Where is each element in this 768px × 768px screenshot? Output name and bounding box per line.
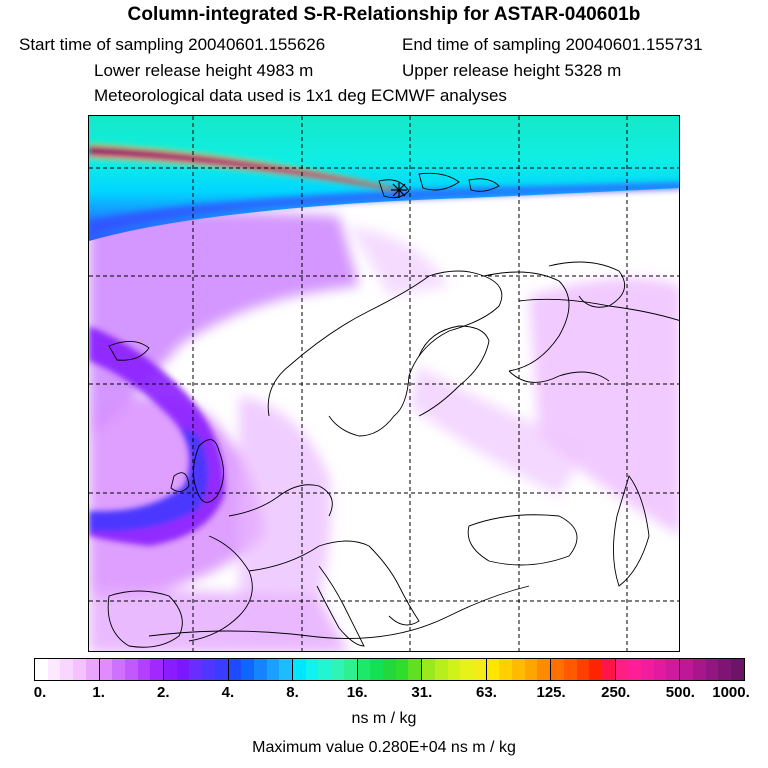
max-value-label: Maximum value 0.280E+04 ns m / kg [252, 739, 516, 756]
color-scale-segment [189, 659, 203, 680]
color-scale-segment [576, 659, 590, 680]
color-scale-segment [112, 659, 125, 680]
color-scale-segment [447, 659, 461, 680]
color-scale-segment [628, 659, 642, 680]
color-scale-segment [537, 659, 552, 680]
color-scale-segment [266, 659, 280, 680]
color-scale-bar [34, 658, 745, 681]
color-scale-segment [253, 659, 267, 680]
color-scale-segment [370, 659, 383, 680]
color-scale-segment [202, 659, 215, 680]
color-scale-segment [551, 659, 564, 680]
color-scale-segment [357, 659, 371, 680]
color-scale-segment [214, 659, 229, 680]
color-scale-label: 250. [601, 684, 631, 701]
color-scale-segment [164, 659, 177, 680]
color-scale-segment [524, 659, 538, 680]
color-scale-segment [47, 659, 61, 680]
color-scale-segment [279, 659, 294, 680]
color-scale-segment [705, 659, 719, 680]
lat-lon-grid [89, 116, 679, 651]
plot-title: Column-integrated S-R-Relationship for A… [127, 4, 641, 25]
color-scale-segment [563, 659, 577, 680]
color-scale-segment [293, 659, 306, 680]
map-canvas [89, 116, 679, 651]
color-scale-segment [305, 659, 319, 680]
color-scale-segment [680, 659, 693, 680]
color-scale-segment [486, 659, 500, 680]
color-scale-segment [434, 659, 448, 680]
color-scale-segment [718, 659, 731, 680]
color-scale-segment [408, 659, 423, 680]
color-scale-segment [99, 659, 113, 680]
release-site-cross [391, 182, 407, 198]
color-scale-segment [150, 659, 165, 680]
color-scale-segment [499, 659, 513, 680]
ribbon-feature [89, 326, 225, 546]
color-scale-label: 4. [221, 684, 235, 701]
color-scale-segment [512, 659, 525, 680]
end-time-label: End time of sampling 20040601.155731 [402, 35, 703, 54]
lower-height-label: Lower release height 4983 m [94, 61, 314, 80]
color-scale-label: 1. [92, 684, 105, 701]
color-scale-segment [641, 659, 654, 680]
color-scale-label: 31. [411, 684, 433, 701]
color-scale-segment [382, 659, 396, 680]
color-scale-segment [73, 659, 86, 680]
start-time-label: Start time of sampling 20040601.155626 [19, 35, 326, 54]
upper-height-label: Upper release height 5328 m [402, 61, 622, 80]
color-scale-segment [60, 659, 74, 680]
sensitivity-map [88, 115, 680, 652]
color-scale-segment [241, 659, 254, 680]
color-scale-segment [331, 659, 344, 680]
color-scale-label: 2. [157, 684, 170, 701]
color-scale-segment [85, 659, 100, 680]
color-scale-segment [422, 659, 435, 680]
color-scale-segment [318, 659, 332, 680]
color-scale-label: 8. [286, 684, 299, 701]
color-scale-label: 1000. [712, 684, 750, 701]
color-scale-segment [589, 659, 602, 680]
color-scale-segment [692, 659, 706, 680]
met-data-label: Meteorological data used is 1x1 deg ECMW… [94, 86, 507, 105]
color-scale-segment [615, 659, 629, 680]
sensitivity-field [89, 212, 679, 651]
unit-label: ns m / kg [351, 710, 417, 727]
color-scale-segment [395, 659, 409, 680]
coastlines [107, 172, 679, 648]
color-scale-label: 0. [33, 684, 47, 701]
color-scale-segment [176, 659, 190, 680]
color-scale-segment [137, 659, 151, 680]
color-scale-segment [653, 659, 667, 680]
color-scale-segment [228, 659, 242, 680]
color-scale-segment [460, 659, 473, 680]
color-scale-label: 16. [346, 684, 368, 701]
color-scale-segment [601, 659, 616, 680]
color-scale-segment [124, 659, 138, 680]
color-scale-label: 63. [476, 684, 497, 701]
color-scale-segment [472, 659, 487, 680]
color-scale-segment [730, 659, 744, 680]
color-scale-label: 500. [665, 684, 695, 701]
color-scale-segment [666, 659, 681, 680]
color-scale-segment [35, 659, 48, 680]
color-scale-label: 125. [536, 684, 566, 701]
color-scale-segment [343, 659, 358, 680]
